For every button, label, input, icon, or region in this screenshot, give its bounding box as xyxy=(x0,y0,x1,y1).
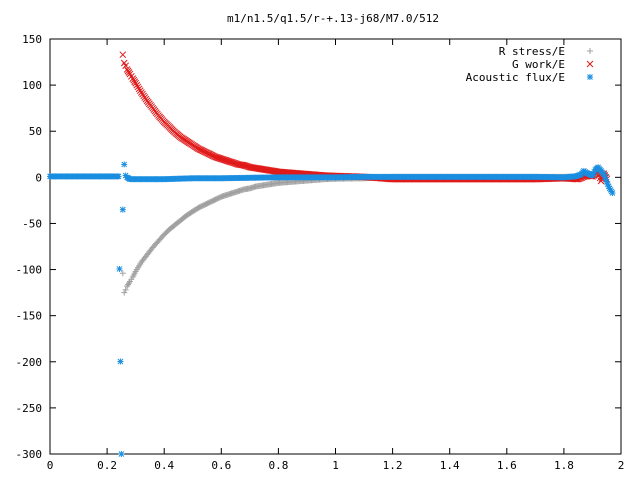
cross-marker-b xyxy=(120,59,128,67)
star-marker-b xyxy=(117,358,124,365)
data-point xyxy=(122,286,129,293)
cross-marker-b xyxy=(214,154,222,162)
cross-marker-b xyxy=(128,72,135,80)
data-point xyxy=(119,51,127,59)
y-tick-label: -100 xyxy=(16,264,43,277)
x-tick-label: 0 xyxy=(47,459,54,472)
cross-marker-b xyxy=(119,51,127,59)
y-tick-label: -50 xyxy=(22,217,42,230)
y-tick-label: -150 xyxy=(16,310,43,323)
series-2 xyxy=(47,161,616,457)
cross-marker-b xyxy=(230,159,238,167)
star-marker-b xyxy=(118,451,125,457)
cross-marker-b xyxy=(241,162,249,170)
cross-marker-b xyxy=(240,161,248,169)
star-marker-b xyxy=(119,206,126,213)
x-tick-label: 0.4 xyxy=(154,459,174,472)
x-tick-label: 1.8 xyxy=(554,459,574,472)
cross-marker-b xyxy=(126,70,134,78)
y-tick-label: -250 xyxy=(16,402,43,415)
x-tick-label: 0.6 xyxy=(211,459,231,472)
cross-marker-b xyxy=(224,157,232,165)
data-point xyxy=(119,206,126,213)
x-tick-label: 1 xyxy=(332,459,339,472)
x-tick-label: 0.8 xyxy=(268,459,288,472)
cross-marker-b xyxy=(219,155,226,163)
data-point xyxy=(122,62,130,70)
cross-marker-b xyxy=(215,154,223,162)
x-axis: 0 0.2 0.4 0.6 0.8 1 1.2 1.4 1.6 1.8 2 xyxy=(47,39,625,472)
cross-marker-b xyxy=(225,158,233,165)
cross-marker-b xyxy=(228,158,235,166)
cross-marker-b xyxy=(239,161,247,169)
data-point xyxy=(121,161,128,168)
cross-marker-b xyxy=(216,155,224,162)
data-point xyxy=(117,358,124,365)
data-point xyxy=(119,270,126,277)
series-layer xyxy=(47,51,616,457)
cross-marker-b xyxy=(213,154,221,161)
x-tick-label: 0.2 xyxy=(97,459,117,472)
chart-title: m1/n1.5/q1.5/r-+.13-j68/M7.0/512 xyxy=(227,12,439,25)
cross-marker-b xyxy=(223,157,231,165)
y-tick-label: 100 xyxy=(22,79,42,92)
y-tick-label: -200 xyxy=(16,356,43,369)
y-tick-label: 50 xyxy=(29,125,42,138)
y-tick-label: -300 xyxy=(16,448,43,461)
star-marker-b xyxy=(121,161,128,168)
cross-marker-b xyxy=(231,159,239,167)
data-point xyxy=(115,173,122,180)
star-marker-b xyxy=(116,266,123,272)
cross-marker-b xyxy=(221,156,229,164)
cross-marker-b xyxy=(222,157,230,164)
cross-marker-b xyxy=(217,155,225,163)
data-point xyxy=(121,289,128,296)
cross-marker-b xyxy=(122,62,130,70)
cross-marker-b xyxy=(243,162,250,170)
cross-marker-b xyxy=(229,159,237,166)
cross-marker-b xyxy=(227,158,234,166)
y-axis: 150 100 50 0 -50 -100 -150 -200 -250 -300 xyxy=(16,33,621,461)
x-tick-label: 1.6 xyxy=(497,459,517,472)
y-tick-label: 0 xyxy=(35,171,42,184)
data-point xyxy=(116,265,123,272)
x-tick-label: 1.4 xyxy=(440,459,460,472)
star-marker-b xyxy=(115,173,122,180)
x-tick-label: 1.2 xyxy=(383,459,403,472)
cross-marker-b xyxy=(212,153,219,161)
x-tick-label: 2 xyxy=(618,459,625,472)
cross-marker-b xyxy=(220,156,227,163)
y-tick-label: 150 xyxy=(22,33,42,46)
data-point xyxy=(118,451,125,457)
